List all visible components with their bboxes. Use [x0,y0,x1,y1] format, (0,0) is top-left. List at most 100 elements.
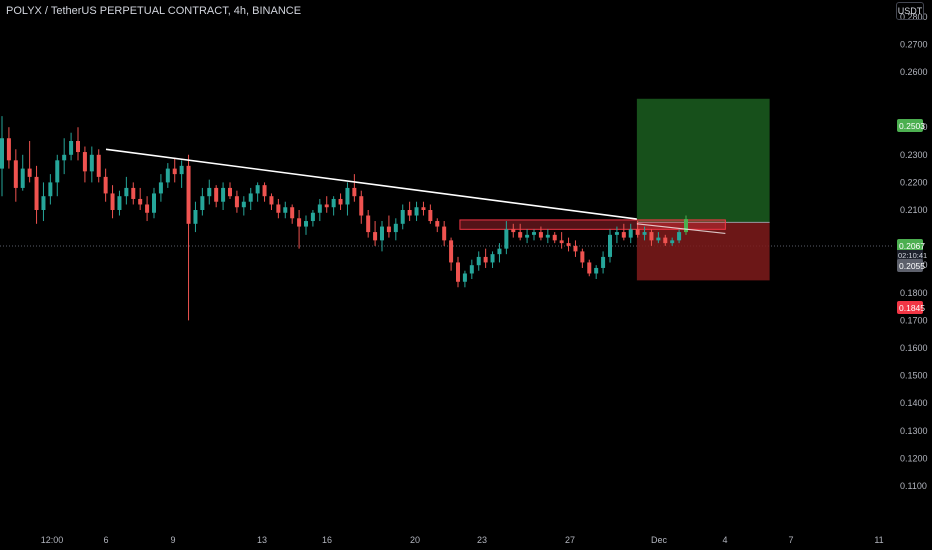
candle-body [248,193,253,202]
candle [462,270,467,288]
candle-body [186,165,191,224]
candle-body [172,168,177,175]
candle [421,201,426,216]
candle [124,176,129,205]
candle-body [684,219,688,233]
candle [366,210,371,238]
candle [221,182,226,210]
candle [538,226,543,241]
candle-body [628,229,633,238]
candle [649,229,654,246]
candle [27,141,32,183]
candle-body [34,176,39,210]
candle-body [614,232,619,235]
candle-body [608,234,612,257]
candle [476,251,481,271]
candle [179,160,184,188]
candle [511,223,516,238]
candle [490,251,495,268]
candle-body [414,207,419,216]
candle-body [103,176,108,194]
candle-body [193,210,198,224]
candle-body [331,198,336,208]
candle-body [6,138,11,161]
candle-body [82,152,87,172]
candle-body [20,168,25,188]
candle [442,221,447,246]
time-tick-label: 16 [322,535,332,545]
candle [6,127,11,169]
candle-body [262,185,267,197]
candle-body [428,210,433,222]
candle [324,196,329,213]
candle [566,237,571,252]
candle-body [538,232,543,238]
candle-body [393,223,398,233]
candle-body [476,256,481,266]
candle-body [677,232,682,241]
candle-body [559,240,564,244]
candle [677,229,682,244]
candle-body [228,187,232,197]
currency-button[interactable]: USDT [896,2,924,20]
candle [276,198,281,219]
candle-body [234,196,239,208]
countdown-text: 02:10:41 [898,251,927,260]
candle [614,226,619,244]
candle-body [380,226,384,241]
candle-body [373,232,378,241]
candle-body [587,262,592,274]
candle [532,229,536,241]
candle-body [483,256,488,263]
candle [414,201,419,222]
candle-body [324,204,329,208]
trendline-main [105,148,637,220]
candle [317,198,322,222]
candle-body [317,204,322,213]
candle-body [525,234,530,238]
entry-price-label-bg [897,259,923,272]
candle [145,196,150,222]
candle [587,259,592,277]
candle-body [200,196,205,210]
candle [359,190,364,224]
candle-body [27,168,32,177]
position-profit-zone [636,98,770,223]
candle-body [55,160,60,183]
candle [469,259,474,279]
candle-body [290,207,295,219]
candle [103,168,108,202]
price-tick-label: 0.2200 [900,177,928,187]
candle [13,149,18,202]
candle-body [297,218,302,227]
candle [428,204,433,224]
candle [373,221,378,246]
trendline[interactable] [105,148,726,235]
candle-body [241,201,246,208]
candle-body [511,229,516,233]
candle-body [345,187,350,205]
candle-body [670,240,675,244]
long-position-tool[interactable] [636,98,770,281]
candle [456,256,460,288]
time-tick-label: 4 [722,535,727,545]
candle-body [310,212,315,222]
resistance-zone[interactable] [459,219,726,230]
candle [670,237,675,246]
candle-body [532,232,536,235]
time-axis[interactable]: 12:00 6 9 13 16 20 23 27 Dec 4 7 11 [41,535,884,545]
candle [207,179,212,205]
candle-body [504,229,509,249]
candle-body [89,154,94,172]
candle-body [138,198,143,205]
stop-price-label-bg [897,301,923,314]
candle [297,210,302,249]
candle-body [469,265,474,274]
candle-body [165,168,170,183]
candle [545,229,550,244]
candle-body [497,248,502,255]
candle-body [573,245,578,252]
candle-body [145,204,150,213]
current-price-label-bg [897,239,923,252]
